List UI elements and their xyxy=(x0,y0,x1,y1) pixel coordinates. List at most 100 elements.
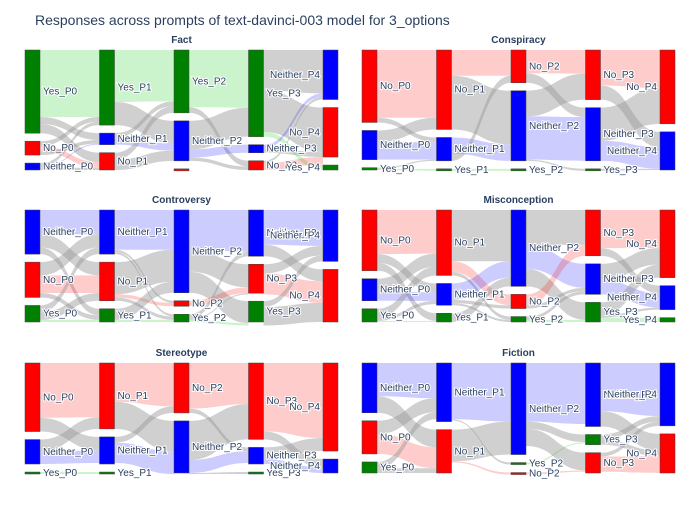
node-label: No_P3 xyxy=(604,228,635,239)
node-label: No_P1 xyxy=(118,156,149,167)
sankey-node-no-p0[interactable] xyxy=(361,420,378,455)
sankey-node-yes-p0[interactable] xyxy=(361,308,378,323)
sankey-node-no-p2[interactable] xyxy=(173,168,190,172)
sankey-node-no-p0[interactable] xyxy=(361,49,378,123)
sankey-node-neither-p3[interactable] xyxy=(248,209,264,257)
sankey-node-no-p2[interactable] xyxy=(173,300,190,307)
sankey-node-neither-p1[interactable] xyxy=(436,283,452,306)
sankey-node-yes-p2[interactable] xyxy=(173,49,190,114)
sankey-node-no-p2[interactable] xyxy=(510,49,527,83)
sankey-node-yes-p0[interactable] xyxy=(24,305,41,323)
sankey-node-no-p0[interactable] xyxy=(24,140,41,156)
sankey-node-no-p4[interactable] xyxy=(659,209,676,278)
node-label: No_P4 xyxy=(289,127,320,138)
sankey-node-yes-p3[interactable] xyxy=(248,300,264,323)
sankey-node-no-p2[interactable] xyxy=(510,294,527,309)
sankey-link xyxy=(451,210,511,262)
sankey-node-neither-p0[interactable] xyxy=(24,439,41,465)
sankey-node-neither-p4[interactable] xyxy=(659,362,676,427)
sankey-link xyxy=(600,307,660,318)
sankey-node-neither-p3[interactable] xyxy=(585,362,601,427)
sankey-node-no-p3[interactable] xyxy=(248,264,264,294)
sankey-node-no-p1[interactable] xyxy=(436,209,452,276)
sankey-node-no-p3[interactable] xyxy=(585,209,601,257)
sankey-node-no-p3[interactable] xyxy=(585,452,601,474)
sankey-node-neither-p2[interactable] xyxy=(173,209,190,294)
sankey-node-no-p3[interactable] xyxy=(248,160,264,171)
sankey-node-no-p4[interactable] xyxy=(322,362,339,452)
sankey-link xyxy=(189,451,249,473)
sankey-node-neither-p2[interactable] xyxy=(173,420,190,474)
sankey-node-neither-p1[interactable] xyxy=(99,132,115,145)
sankey-node-no-p3[interactable] xyxy=(248,362,264,440)
sankey-node-no-p0[interactable] xyxy=(24,261,41,298)
sankey-node-yes-p0[interactable] xyxy=(24,471,41,475)
sankey-node-yes-p3[interactable] xyxy=(585,302,601,323)
sankey-node-yes-p0[interactable] xyxy=(361,167,378,171)
sankey-node-neither-p0[interactable] xyxy=(361,130,378,160)
sankey-node-neither-p4[interactable] xyxy=(322,209,339,262)
sankey-node-yes-p2[interactable] xyxy=(510,168,527,172)
sankey-node-neither-p0[interactable] xyxy=(24,209,41,255)
node-label: Neither_P3 xyxy=(267,228,317,239)
sankey-node-yes-p3[interactable] xyxy=(585,168,601,172)
sankey-link xyxy=(526,244,586,306)
sankey-link xyxy=(189,251,249,319)
sankey-link xyxy=(600,168,660,171)
sankey-node-yes-p2[interactable] xyxy=(510,316,527,323)
sankey-node-neither-p2[interactable] xyxy=(510,209,527,287)
sankey-node-neither-p2[interactable] xyxy=(173,120,190,162)
sankey-node-yes-p0[interactable] xyxy=(24,49,41,134)
sankey-node-yes-p4[interactable] xyxy=(659,317,676,323)
sankey-node-no-p0[interactable] xyxy=(24,362,41,432)
sankey-node-no-p4[interactable] xyxy=(322,107,339,158)
sankey-node-yes-p3[interactable] xyxy=(248,49,264,137)
sankey-node-no-p1[interactable] xyxy=(99,152,115,171)
sankey-node-yes-p1[interactable] xyxy=(436,168,452,172)
sankey-node-yes-p1[interactable] xyxy=(99,471,115,475)
sankey-link xyxy=(189,293,249,320)
sankey-node-no-p2[interactable] xyxy=(173,362,190,414)
sankey-node-neither-p3[interactable] xyxy=(585,263,601,295)
sankey-node-no-p3[interactable] xyxy=(585,49,601,100)
sankey-node-neither-p2[interactable] xyxy=(510,362,527,455)
sankey-link xyxy=(600,317,660,322)
sankey-node-no-p1[interactable] xyxy=(99,261,115,302)
sankey-node-yes-p2[interactable] xyxy=(173,314,190,323)
sankey-node-neither-p4[interactable] xyxy=(322,458,339,474)
sankey-node-neither-p2[interactable] xyxy=(510,90,527,162)
sankey-node-no-p1[interactable] xyxy=(99,362,115,430)
sankey-node-yes-p3[interactable] xyxy=(585,434,601,445)
sankey-node-yes-p2[interactable] xyxy=(510,462,527,465)
sankey-node-neither-p4[interactable] xyxy=(659,131,676,171)
sankey-link xyxy=(189,287,249,307)
sankey-node-no-p1[interactable] xyxy=(436,429,452,474)
sankey-node-yes-p4[interactable] xyxy=(322,164,339,171)
sankey-node-no-p1[interactable] xyxy=(436,49,452,130)
sankey-node-neither-p3[interactable] xyxy=(248,144,264,154)
sankey-node-neither-p3[interactable] xyxy=(585,107,601,162)
sankey-node-yes-p3[interactable] xyxy=(248,471,264,475)
sankey-link xyxy=(377,266,437,318)
sankey-node-no-p0[interactable] xyxy=(361,209,378,271)
sankey-link xyxy=(600,88,660,141)
sankey-node-neither-p1[interactable] xyxy=(99,209,115,255)
sankey-node-neither-p1[interactable] xyxy=(436,137,452,162)
sankey-node-no-p4[interactable] xyxy=(322,269,339,323)
sankey-node-neither-p3[interactable] xyxy=(248,447,264,465)
sankey-node-yes-p1[interactable] xyxy=(99,49,115,126)
sankey-node-no-p2[interactable] xyxy=(510,472,527,475)
sankey-node-no-p4[interactable] xyxy=(659,433,676,474)
sankey-node-neither-p0[interactable] xyxy=(24,162,41,171)
sankey-node-yes-p1[interactable] xyxy=(436,313,452,323)
sankey-node-neither-p4[interactable] xyxy=(659,285,676,310)
sankey-node-neither-p1[interactable] xyxy=(436,362,452,422)
sankey-node-neither-p0[interactable] xyxy=(361,362,378,414)
sankey-node-yes-p1[interactable] xyxy=(99,308,115,323)
sankey-node-neither-p4[interactable] xyxy=(322,49,339,100)
node-label: Neither_P0 xyxy=(43,447,93,458)
sankey-node-no-p4[interactable] xyxy=(659,49,676,125)
sankey-node-yes-p0[interactable] xyxy=(361,461,378,474)
sankey-node-neither-p0[interactable] xyxy=(361,278,378,302)
sankey-node-neither-p1[interactable] xyxy=(99,436,115,465)
